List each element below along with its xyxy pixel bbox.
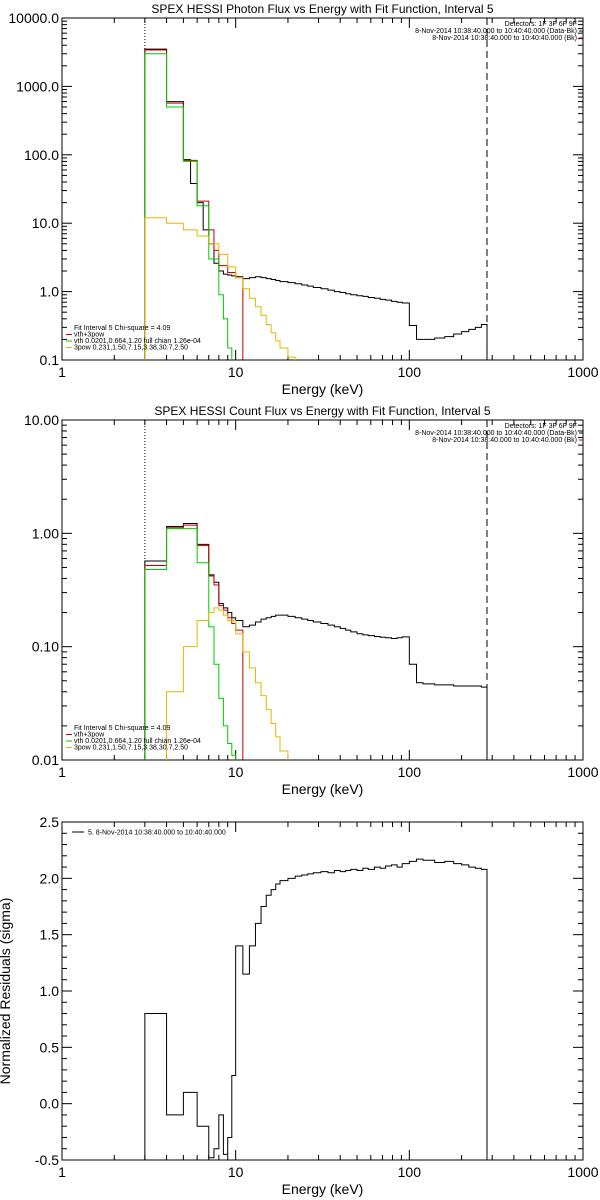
y-tick-label: 0.10 xyxy=(32,639,59,655)
fit-text: Fit Interval 5 Chi-square = 4.09 xyxy=(74,325,170,332)
x-tick-label: 1000 xyxy=(567,764,598,780)
info-text: Detectors: 1F 3F 6F 9F xyxy=(505,21,577,28)
y-axis-label: Normalized Residuals (sigma) xyxy=(0,898,13,1085)
x-axis-label: Energy (keV) xyxy=(282,1181,364,1197)
info-text: Detectors: 1F 3F 6F 9F xyxy=(505,423,577,430)
series-line-0 xyxy=(144,48,488,360)
series-line-0 xyxy=(144,858,488,1160)
fit-text: vth 0.0201,0.664,1.20 full chian 1.26e-0… xyxy=(74,338,201,345)
fit-text: 3pow 0.231,1.50,7.15,3.38,30.7,2.50 xyxy=(74,345,188,352)
y-tick-label: 1000.0 xyxy=(16,78,59,94)
fit-text: vth+3pow xyxy=(74,332,105,339)
series-line-2 xyxy=(144,53,233,360)
series-line-1 xyxy=(144,49,244,360)
y-tick-label: 10.00 xyxy=(24,412,59,428)
info-text: 8-Nov-2014 10:38:40.000 to 10:40:40.000 … xyxy=(415,28,577,35)
y-tick-label: 2.5 xyxy=(40,814,60,830)
y-tick-label: -0.5 xyxy=(35,1152,59,1168)
chart-title: SPEX HESSI Photon Flux vs Energy with Fi… xyxy=(151,2,493,16)
y-tick-label: 10000.0 xyxy=(8,10,59,26)
x-tick-label: 1 xyxy=(58,364,66,380)
x-tick-label: 1000 xyxy=(567,364,598,380)
x-tick-label: 10 xyxy=(228,764,244,780)
plot-frame xyxy=(61,17,584,361)
series-line-3 xyxy=(144,217,303,360)
residuals-panel: 1 10 100 1000 Energy (keV) -0.5 0.0 0.5 1.0 1.5 2.… xyxy=(0,814,599,1197)
y-tick-label: 0.5 xyxy=(40,1039,60,1055)
x-tick-label: 100 xyxy=(398,364,422,380)
plot-frame xyxy=(61,821,584,1161)
y-tick-label: 0.1 xyxy=(40,352,60,368)
x-tick-label: 1 xyxy=(58,1164,66,1180)
x-tick-label: 10 xyxy=(228,364,244,380)
x-tick-label: 1000 xyxy=(567,1164,598,1180)
x-tick-label: 100 xyxy=(398,1164,422,1180)
info-text: 8-Nov-2014 10:38:40.000 to 10:40:40.000 … xyxy=(415,430,577,437)
y-tick-label: 0.0 xyxy=(40,1096,60,1112)
fit-text: vth 0.0201,0.664,1.20 full chian 1.26e-0… xyxy=(74,738,201,745)
y-tick-label: 100.0 xyxy=(24,147,59,163)
fit-text: 3pow 0.231,1.50,7.15,3.38,30.7,2.50 xyxy=(74,745,188,752)
y-tick-label: 1.0 xyxy=(40,983,60,999)
count-flux-panel: SPEX HESSI Count Flux vs Energy with Fit… xyxy=(24,404,599,797)
y-tick-label: 0.01 xyxy=(32,752,59,768)
y-tick-label: 1.00 xyxy=(32,525,59,541)
y-tick-label: 1.5 xyxy=(40,927,60,943)
x-axis-label: Energy (keV) xyxy=(282,781,364,797)
x-axis-label: Energy (keV) xyxy=(282,381,364,397)
series-line-3 xyxy=(144,607,303,760)
photon-flux-panel: SPEX HESSI Photon Flux vs Energy with Fi… xyxy=(8,2,598,397)
x-tick-label: 100 xyxy=(398,764,422,780)
y-tick-label: 1.0 xyxy=(40,284,60,300)
legend-text: 5. 8-Nov-2014 10:38:40.000 to 10:40:40.0… xyxy=(88,830,226,837)
series-line-0 xyxy=(144,523,488,760)
y-tick-label: 2.0 xyxy=(40,870,60,886)
fit-text: Fit Interval 5 Chi-square = 4.09 xyxy=(74,725,170,732)
series-line-2 xyxy=(144,528,237,760)
x-tick-label: 10 xyxy=(228,1164,244,1180)
x-tick-label: 1 xyxy=(58,764,66,780)
y-tick-label: 10.0 xyxy=(32,215,59,231)
plot-frame xyxy=(61,419,584,761)
chart-title: SPEX HESSI Count Flux vs Energy with Fit… xyxy=(154,404,490,418)
info-text: 8-Nov-2014 10:38:40.000 to 10:40:40.000 … xyxy=(432,35,577,42)
info-text: 8-Nov-2014 10:38:40.000 to 10:40:40.000 … xyxy=(432,437,577,444)
series-line-1 xyxy=(144,524,244,760)
fit-text: vth+3pow xyxy=(74,732,105,739)
